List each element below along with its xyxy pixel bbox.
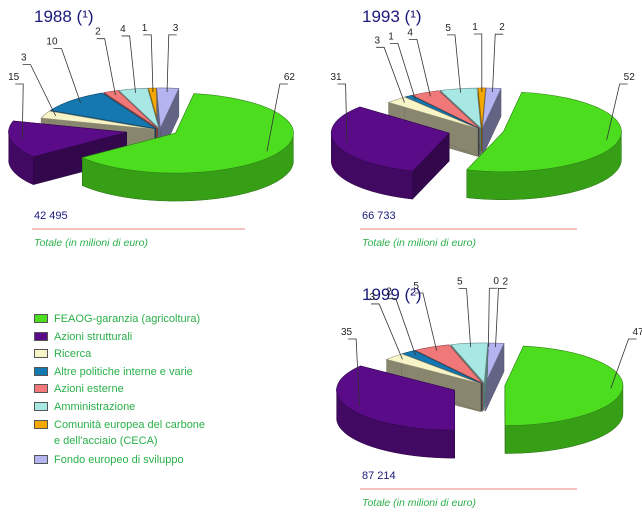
value-label-text: 52 (624, 72, 636, 83)
slice-feaog (466, 91, 622, 200)
value-label-text: 2 (499, 22, 505, 33)
legend-item-esterne: Azioni esterne (34, 381, 254, 399)
value-label: 2 (495, 276, 508, 348)
legend-item-feaog: FEAOG-garanzia (agricoltura) (34, 311, 254, 329)
value-label-text: 2 (502, 276, 508, 287)
value-label: 5 (413, 281, 438, 351)
value-label: 10 (46, 37, 82, 104)
legend-label: Azioni esterne (54, 383, 124, 396)
value-label: 4 (120, 24, 136, 93)
value-label: 3 (166, 23, 179, 93)
legend-label: Amministrazione (54, 400, 136, 413)
value-label: 1 (388, 31, 416, 100)
legend-swatch (34, 331, 48, 341)
value-label: 3 (370, 292, 403, 360)
value-label-text: 0 (493, 276, 499, 287)
chart-title: 1999 (²) (362, 285, 422, 304)
value-label-text: 3 (173, 23, 179, 34)
value-label: 2 (492, 22, 505, 93)
value-label-text: 3 (375, 35, 381, 46)
value-label: 1 (472, 22, 483, 92)
legend-item-amministrazione: Amministrazione (34, 399, 254, 417)
value-label-text: 4 (407, 27, 413, 38)
slice-fondo (156, 87, 180, 157)
legend-item-altre: Altre politiche interne e varie (34, 364, 254, 382)
value-label: 0 (487, 276, 499, 347)
value-label: 52 (606, 72, 636, 141)
slice-strutturali (336, 365, 456, 459)
value-label-text: 1 (142, 23, 148, 34)
total-caption: Totale (in milioni di euro) (34, 237, 148, 249)
value-label-text: 47 (633, 327, 642, 338)
value-label: 3 (21, 53, 57, 117)
value-label-text: 2 (386, 287, 392, 298)
value-label: 62 (266, 72, 296, 152)
legend-swatch (34, 384, 48, 394)
legend-label: FEAOG-garanzia (agricoltura) (54, 313, 201, 325)
legend-item-ricerca: Ricerca (34, 346, 254, 364)
value-label: 2 (95, 27, 116, 96)
total-value: 42 495 (34, 210, 68, 222)
value-label-text: 3 (370, 292, 376, 303)
legend-swatch (34, 314, 48, 323)
legend-swatch (34, 454, 48, 464)
total-caption: Totale (in milioni di euro) (362, 237, 476, 249)
value-label-text: 35 (341, 327, 353, 338)
value-label-text: 5 (457, 277, 463, 288)
value-label: 3 (375, 35, 405, 103)
legend-swatch (34, 401, 48, 411)
legend-label: Fondo europeo di sviluppo (54, 453, 184, 466)
value-label: 47 (610, 327, 642, 389)
value-label-text: 5 (413, 281, 419, 292)
legend-label: Ricerca (54, 348, 92, 361)
legend-label: Azioni strutturali (54, 330, 133, 343)
legend-label: Altre politiche interne e varie (54, 365, 193, 378)
value-label: 31 (330, 72, 348, 143)
value-label-text: 1 (388, 31, 394, 42)
value-label-text: 5 (445, 23, 451, 34)
value-label: 5 (445, 23, 461, 93)
slice-strutturali (8, 120, 127, 186)
value-label-text: 1 (472, 22, 478, 33)
slice-fondo (485, 342, 505, 412)
legend-item-ceca: Comunità europea del carbone e dell'acci… (34, 417, 254, 452)
total-value: 66 733 (362, 210, 396, 222)
legend-item-fondo: Fondo europeo di sviluppo (34, 452, 254, 470)
slice-feaog (504, 345, 624, 454)
slice-fondo (482, 87, 502, 157)
legend-label: Comunità europea del carbone e dell'acci… (54, 418, 206, 447)
legend-swatch (34, 419, 48, 429)
legend-item-strutturali: Azioni strutturali (34, 329, 254, 347)
total-caption: Totale (in milioni di euro) (362, 497, 476, 509)
value-label-text: 4 (120, 24, 126, 35)
value-label: 15 (8, 72, 24, 139)
value-label: 5 (457, 277, 472, 348)
value-label: 2 (386, 287, 416, 356)
value-label-text: 10 (46, 37, 58, 48)
value-label: 35 (341, 327, 360, 407)
legend-swatch (34, 349, 48, 359)
value-label-text: 3 (21, 53, 27, 64)
legend: FEAOG-garanzia (agricoltura) Azioni strut… (34, 311, 254, 469)
value-label-text: 2 (95, 27, 101, 38)
value-label: 1 (142, 23, 154, 93)
legend-swatch (34, 366, 48, 376)
value-label: 4 (407, 27, 431, 97)
value-label-text: 62 (284, 72, 296, 83)
total-value: 87 214 (362, 470, 396, 482)
slice-feaog (81, 93, 294, 202)
slice-strutturali (331, 106, 450, 200)
chart-title: 1988 (¹) (34, 7, 94, 26)
value-label-text: 15 (8, 72, 20, 83)
chart-title: 1993 (¹) (362, 7, 422, 26)
value-label-text: 31 (330, 72, 342, 83)
